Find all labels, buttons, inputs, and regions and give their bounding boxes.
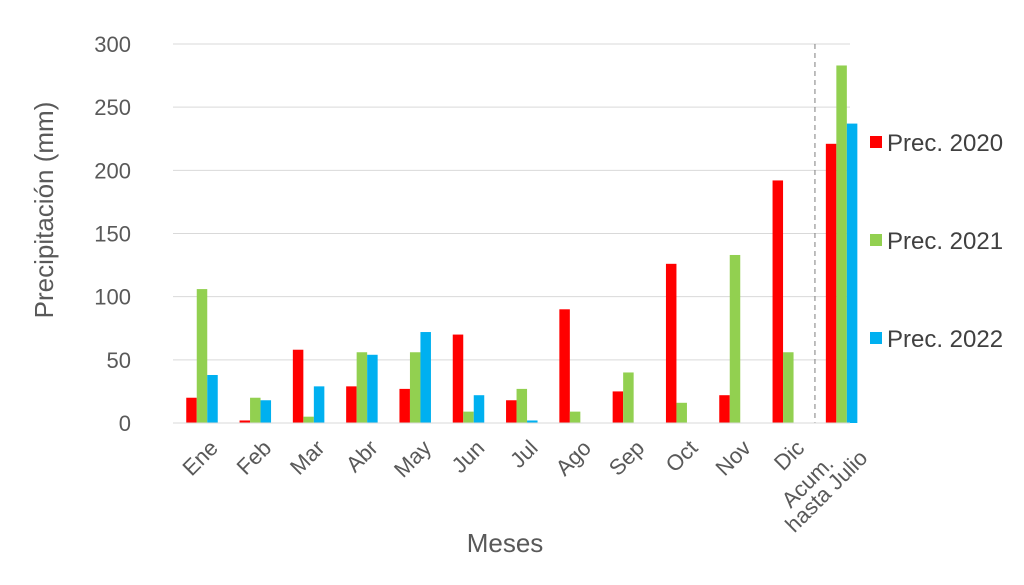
x-tick-label: Jun: [447, 435, 490, 478]
bar: [729, 254, 741, 423]
bar: [452, 334, 464, 423]
bar: [313, 386, 325, 423]
legend-label: Prec. 2022: [887, 326, 1003, 353]
legend: Prec. 2020 Prec. 2021 Prec. 2022: [870, 130, 1003, 353]
y-tick-label: 0: [119, 411, 131, 436]
y-tick-label: 200: [94, 158, 131, 183]
bar: [676, 402, 687, 423]
y-tick-label: 300: [94, 32, 131, 57]
x-tick-label: Oct: [661, 435, 703, 477]
bar: [825, 143, 837, 423]
y-axis-ticks: 0 50 100 150 200 250 300: [94, 32, 131, 436]
bar: [516, 388, 528, 423]
bar: [409, 352, 421, 423]
bar: [665, 263, 677, 423]
x-tick-label: Abr: [341, 435, 383, 477]
bar: [836, 65, 847, 423]
bar: [473, 395, 485, 423]
bar: [569, 411, 581, 423]
bar: [367, 354, 378, 423]
bar: [623, 372, 634, 423]
bar: [772, 180, 784, 423]
x-tick-label: May: [389, 435, 436, 482]
x-tick-label: Jul: [505, 435, 543, 473]
gridlines: [173, 43, 850, 361]
bar: [356, 352, 368, 423]
legend-swatch: [870, 136, 882, 148]
bar: [292, 349, 304, 423]
x-tick-label: Feb: [232, 435, 276, 479]
bar: [506, 400, 517, 423]
x-tick-label: Sep: [604, 435, 649, 480]
x-tick-label: Ene: [177, 435, 222, 480]
bar: [846, 123, 858, 423]
y-tick-label: 150: [94, 222, 131, 247]
bar: [783, 352, 794, 423]
bar: [196, 289, 208, 423]
legend-label: Prec. 2020: [887, 130, 1003, 157]
bar: [612, 391, 624, 423]
bar: [399, 388, 410, 423]
x-tick-label: Nov: [711, 435, 756, 480]
bar: [527, 420, 538, 423]
legend-swatch: [870, 332, 882, 344]
bar: [260, 400, 272, 423]
y-axis-title: Precipitación (mm): [29, 102, 59, 319]
bar: [346, 386, 357, 423]
bar: [463, 411, 474, 423]
bar: [303, 416, 314, 423]
bar: [719, 395, 730, 423]
bar: [186, 397, 197, 423]
x-tick-label: Ago: [551, 435, 596, 480]
x-tick-label: Mar: [285, 435, 329, 479]
bar: [250, 397, 261, 423]
y-tick-label: 250: [94, 95, 131, 120]
bars: [186, 65, 858, 423]
bar: [239, 420, 251, 423]
bar: [559, 309, 570, 423]
x-axis-ticks: Ene Feb Mar Abr May Jun Jul Ago Sep Oct Nov DicAcum…: [177, 435, 872, 537]
legend-swatch: [870, 234, 882, 246]
y-tick-label: 100: [94, 285, 131, 310]
bar: [207, 374, 218, 423]
x-axis-title: Meses: [467, 528, 544, 558]
bar: [420, 332, 431, 423]
legend-label: Prec. 2021: [887, 228, 1003, 255]
y-tick-label: 50: [107, 348, 131, 373]
